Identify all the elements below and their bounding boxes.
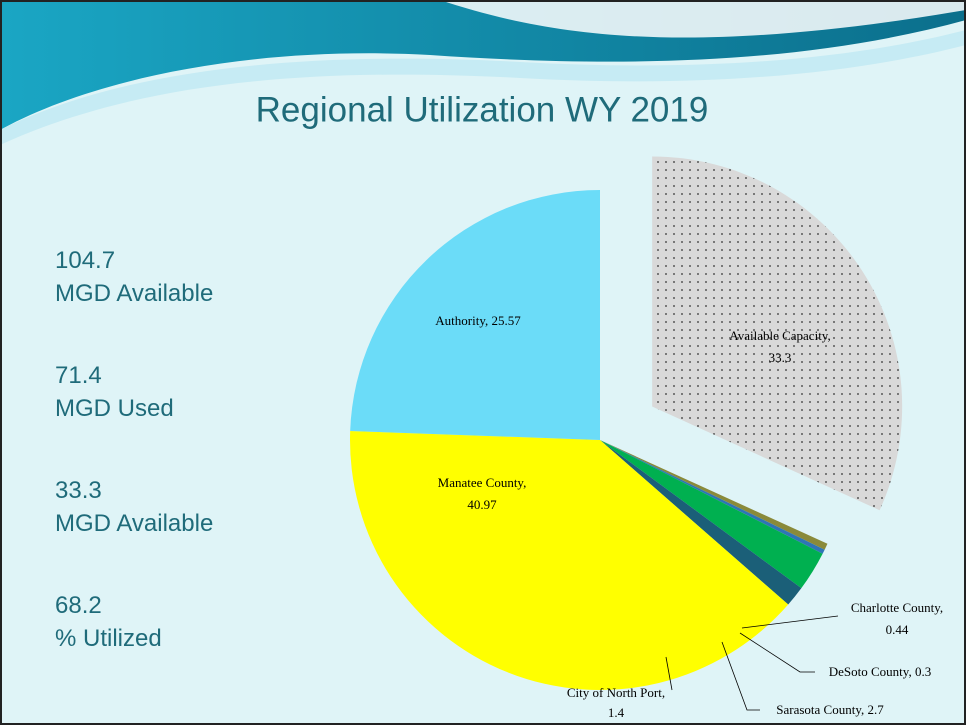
data-label: Authority, 25.57 (435, 313, 521, 328)
chart-title: Regional Utilization WY 2019 (256, 90, 709, 129)
data-label: Sarasota County, 2.7 (776, 702, 884, 717)
data-label: DeSoto County, 0.3 (829, 664, 931, 679)
slide: Regional Utilization WY 2019 104.7MGD Av… (0, 0, 966, 725)
